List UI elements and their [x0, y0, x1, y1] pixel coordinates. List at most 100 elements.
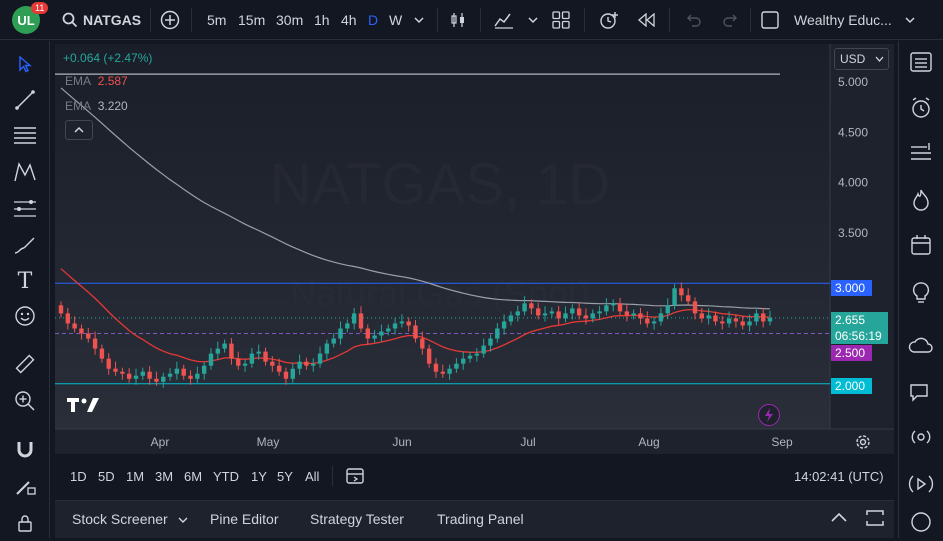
divider [480, 8, 481, 32]
candle-body [181, 368, 186, 376]
candle-body [447, 368, 452, 374]
zoom-in-icon[interactable] [13, 390, 37, 414]
hotlists-flame-icon[interactable] [907, 188, 935, 216]
layout-name-button[interactable]: Wealthy Educ... [794, 0, 892, 40]
goto-date-icon[interactable] [345, 466, 365, 489]
candle-body [126, 373, 132, 379]
candle-body [413, 325, 418, 339]
text-tool-icon[interactable]: T [17, 269, 33, 294]
pattern-tool-icon[interactable] [13, 161, 37, 185]
object-tree-icon[interactable] [907, 142, 935, 170]
range-1y[interactable]: 1Y [251, 468, 267, 484]
indicators-button[interactable] [494, 0, 514, 40]
time-axis: Apr May Jun Jul Aug Sep [151, 435, 793, 449]
utc-clock[interactable]: 14:02:41 (UTC) [794, 468, 884, 484]
candle-body [263, 351, 268, 362]
candle-body [106, 358, 111, 369]
trend-line-icon[interactable] [13, 89, 37, 113]
candle-body [501, 321, 507, 329]
range-6m[interactable]: 6M [184, 468, 203, 484]
collapse-legend-button[interactable] [65, 120, 93, 140]
right-sidebar [898, 41, 943, 538]
interval-30m[interactable]: 30m [276, 0, 303, 40]
layout-checkbox[interactable] [761, 0, 779, 40]
alerts-clock-icon[interactable] [907, 96, 935, 124]
candle-body [665, 305, 670, 314]
play-signal-icon[interactable] [907, 473, 935, 501]
chart-type-button[interactable] [449, 0, 467, 40]
candle-body [167, 373, 173, 377]
watchlist-icon[interactable] [907, 51, 935, 79]
square-icon [761, 11, 779, 29]
candle-body [304, 361, 309, 366]
currency-select[interactable]: USD [834, 48, 889, 70]
candle-body [740, 321, 745, 326]
broadcast-icon[interactable] [907, 426, 935, 454]
range-1d[interactable]: 1D [70, 468, 87, 484]
fib-tool-icon[interactable] [13, 198, 37, 222]
layout-button[interactable] [552, 0, 570, 40]
candle-body [386, 328, 391, 332]
trading-panel-tab[interactable]: Trading Panel [437, 511, 524, 527]
range-3m[interactable]: 3M [155, 468, 174, 484]
stock-screener-tab[interactable]: Stock Screener [72, 511, 188, 527]
brush-tool-icon[interactable] [13, 234, 37, 258]
compare-symbol-button[interactable] [160, 0, 180, 40]
layout-dropdown[interactable] [904, 0, 916, 40]
plus-circle-icon [160, 10, 180, 30]
interval-5m[interactable]: 5m [207, 0, 226, 40]
last-price-value: 2.655 [835, 313, 866, 327]
pine-editor-tab[interactable]: Pine Editor [210, 511, 279, 527]
ruler-icon[interactable] [13, 353, 37, 377]
symbol-search[interactable]: NATGAS [62, 0, 141, 40]
bar-countdown: 06:56:19 [835, 329, 882, 343]
horizontal-lines-icon[interactable] [13, 125, 37, 149]
ema-fast-legend[interactable]: EMA 2.587 [65, 74, 128, 88]
candle-body [58, 305, 64, 314]
maximize-panel-button[interactable] [865, 509, 885, 530]
streams-cloud-icon[interactable] [907, 336, 935, 364]
events-lightning-icon[interactable] [758, 404, 780, 426]
replay-button[interactable] [638, 0, 656, 40]
strategy-tester-tab[interactable]: Strategy Tester [310, 511, 404, 527]
range-ytd[interactable]: YTD [213, 468, 239, 484]
interval-1h[interactable]: 1h [314, 0, 330, 40]
price-chart[interactable]: NATGAS, 1D Natural Gas (Spot) 5.000 4.500 4… [55, 44, 894, 454]
watermark-name: Natural Gas (Spot) [290, 273, 590, 314]
pencil-lock-icon[interactable] [13, 475, 37, 499]
collapse-panel-button[interactable] [829, 510, 849, 529]
alert-button[interactable] [598, 0, 620, 40]
interval-4h[interactable]: 4h [341, 0, 357, 40]
range-5y[interactable]: 5Y [277, 468, 293, 484]
candle-body [570, 308, 575, 314]
help-icon[interactable] [907, 511, 935, 539]
interval-dropdown[interactable] [413, 0, 425, 40]
cursor-tool-icon[interactable] [13, 55, 37, 79]
chart-area[interactable]: NATGAS, 1D Natural Gas (Spot) 5.000 4.500 4… [55, 44, 894, 454]
lock-icon[interactable] [13, 513, 37, 537]
candle-body [454, 363, 459, 369]
last-price-tag: 2.655 06:56:19 [831, 312, 888, 344]
range-1m[interactable]: 1M [126, 468, 145, 484]
interval-15m[interactable]: 15m [238, 0, 265, 40]
candle-body [583, 315, 589, 319]
undo-button[interactable] [684, 0, 702, 40]
redo-button[interactable] [722, 0, 740, 40]
range-5d[interactable]: 5D [98, 468, 115, 484]
interval-w[interactable]: W [389, 0, 402, 40]
chats-icon[interactable] [907, 382, 935, 410]
ema-slow-legend[interactable]: EMA 3.220 [65, 99, 128, 113]
candle-body [433, 363, 439, 372]
indicators-dropdown[interactable] [527, 0, 539, 40]
chart-settings-gear-icon[interactable] [854, 433, 872, 451]
emoji-tool-icon[interactable] [13, 305, 37, 329]
interval-d[interactable]: D [368, 0, 378, 40]
ideas-lightbulb-icon[interactable] [907, 281, 935, 309]
calendar-icon[interactable] [907, 234, 935, 262]
candle-body [208, 353, 214, 366]
magnet-icon[interactable] [13, 439, 37, 463]
price-axis: 5.000 4.500 4.000 3.500 [838, 75, 868, 240]
range-all[interactable]: All [305, 468, 320, 484]
candle-body [147, 371, 152, 379]
candle-body [140, 371, 146, 376]
